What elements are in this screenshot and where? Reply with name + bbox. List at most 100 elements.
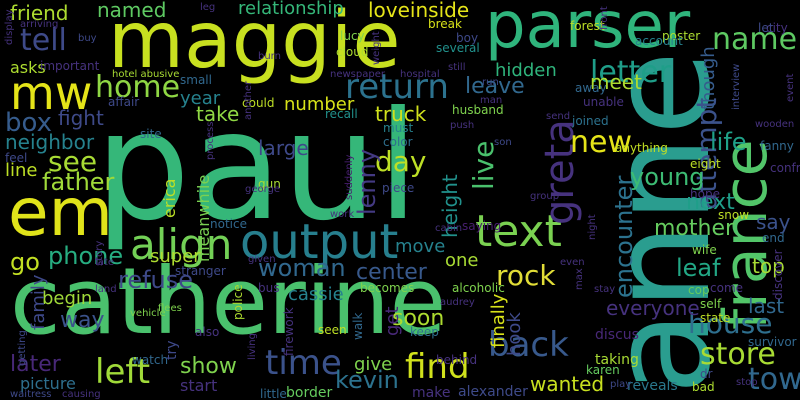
word-leave: leave bbox=[465, 74, 525, 99]
word-output: output bbox=[240, 214, 399, 270]
word-cassie: cassie bbox=[288, 284, 344, 305]
word-line: line bbox=[5, 160, 38, 181]
word-store: store bbox=[700, 337, 776, 372]
word-hospital: hospital bbox=[400, 69, 440, 80]
word-seen: seen bbox=[318, 323, 347, 337]
word-city: city bbox=[766, 21, 788, 35]
word-front: front bbox=[599, 6, 610, 30]
word-paul: paul bbox=[95, 80, 419, 254]
word-catherine: catherine bbox=[10, 248, 447, 355]
word-forest: forest bbox=[570, 19, 605, 33]
word-send: send bbox=[546, 111, 571, 122]
word-truck: truck bbox=[375, 102, 427, 126]
word-late: late bbox=[95, 257, 114, 268]
word-home: home bbox=[95, 70, 181, 105]
word-though: though bbox=[698, 46, 719, 110]
word-asks: asks bbox=[10, 58, 46, 77]
word-taking: taking bbox=[595, 352, 639, 368]
word-even: even bbox=[560, 257, 585, 268]
word-make: make bbox=[412, 385, 451, 400]
word-wife: wife bbox=[692, 243, 717, 257]
word-one: one bbox=[445, 250, 479, 271]
word-several: several bbox=[436, 41, 480, 55]
word-lucy: lucy bbox=[340, 29, 365, 43]
word-color: color bbox=[383, 135, 413, 149]
word-end: end bbox=[762, 231, 785, 245]
word-police: police bbox=[231, 284, 245, 320]
word-text: text bbox=[475, 206, 562, 257]
word-arriving: arriving bbox=[20, 19, 59, 30]
word-hope: hope bbox=[690, 187, 720, 201]
word-george: george bbox=[245, 184, 281, 195]
word-left: left bbox=[95, 352, 151, 392]
word-fight: fight bbox=[58, 106, 104, 130]
word-center: center bbox=[356, 260, 427, 285]
word-husband: husband bbox=[452, 103, 504, 117]
word-reveals: reveals bbox=[627, 378, 678, 394]
word-erica: erica bbox=[160, 178, 179, 218]
word-another: another bbox=[243, 80, 254, 120]
word-woman: woman bbox=[258, 254, 346, 282]
word-parser: parser bbox=[485, 0, 691, 63]
word-refuse: refuse bbox=[118, 266, 194, 294]
word-say: say bbox=[756, 210, 791, 234]
word-alexander: alexander bbox=[458, 384, 528, 400]
word-away: away bbox=[575, 81, 607, 95]
word-feel: feel bbox=[5, 151, 28, 165]
word-try: try bbox=[164, 340, 180, 360]
word-take: take bbox=[196, 102, 240, 126]
word-site: site bbox=[140, 127, 162, 141]
word-house: house bbox=[688, 307, 773, 340]
word-process: process bbox=[205, 121, 216, 160]
word-picture: picture bbox=[20, 374, 76, 393]
word-mother: mother bbox=[654, 216, 735, 241]
word-wooden: wooden bbox=[755, 119, 795, 130]
word-maggie: maggie bbox=[108, 0, 401, 86]
word-align: align bbox=[130, 220, 233, 269]
word-come: come bbox=[710, 281, 744, 295]
word-break: break bbox=[428, 17, 462, 31]
word-stay: stay bbox=[594, 284, 616, 295]
word-burn: burn bbox=[258, 51, 281, 62]
word-leg: leg bbox=[200, 2, 216, 13]
word-top: top bbox=[752, 254, 785, 278]
word-push: push bbox=[450, 120, 475, 131]
word-behind: behind bbox=[436, 353, 478, 367]
word-lenny: lenny bbox=[353, 148, 381, 215]
word-run: run bbox=[482, 77, 499, 88]
word-eight: eight bbox=[690, 157, 721, 171]
word-weight: weight bbox=[371, 31, 382, 65]
word-everyone: everyone bbox=[606, 296, 700, 320]
word-affair: affair bbox=[108, 95, 140, 109]
word-unable: unable bbox=[583, 95, 624, 109]
word-work: work bbox=[330, 209, 355, 220]
word-give: give bbox=[354, 354, 393, 375]
word-event: event bbox=[785, 73, 796, 102]
word-year: year bbox=[180, 88, 221, 109]
word-live: live bbox=[467, 140, 500, 190]
word-large: large bbox=[258, 136, 309, 160]
word-small: small bbox=[180, 73, 212, 87]
word-audrey: audrey bbox=[440, 297, 475, 308]
word-son: son bbox=[494, 137, 512, 148]
word-given: given bbox=[248, 254, 276, 265]
word-later: later bbox=[10, 352, 61, 377]
word-becomes: becomes bbox=[360, 281, 415, 295]
word-super: super bbox=[150, 246, 201, 267]
word-phone: phone bbox=[48, 242, 124, 270]
word-max: max bbox=[574, 268, 585, 290]
word-encounter: encounter bbox=[610, 175, 638, 298]
word-discover: discover bbox=[771, 249, 785, 300]
word-life: life bbox=[710, 128, 747, 156]
word-town: town bbox=[748, 362, 800, 397]
word-last: last bbox=[748, 294, 785, 318]
word-family: family bbox=[28, 274, 49, 330]
word-find: find bbox=[405, 347, 470, 387]
word-night: night bbox=[587, 214, 598, 240]
word-named: named bbox=[97, 0, 167, 22]
word-walk: walk bbox=[351, 312, 365, 340]
word-bad: bad bbox=[692, 380, 715, 394]
word-waitress: waitress bbox=[10, 389, 52, 400]
word-back: back bbox=[488, 325, 569, 365]
word-buy: buy bbox=[78, 33, 97, 44]
